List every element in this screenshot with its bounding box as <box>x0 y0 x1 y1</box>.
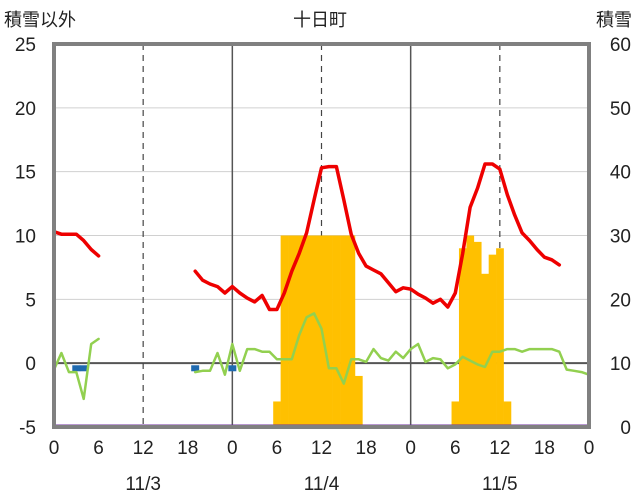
snow-depth-bar <box>273 401 281 427</box>
snow-depth-bar <box>347 235 356 427</box>
snow-depth-bar <box>280 235 289 427</box>
x-tick-label: 6 <box>93 438 104 459</box>
left-tick-label: 15 <box>15 163 36 184</box>
snow-depth-bar <box>473 241 482 427</box>
x-tick-label: 18 <box>177 438 198 459</box>
right-tick-label: 60 <box>610 35 631 56</box>
snow-depth-bar <box>354 375 363 427</box>
precipitation-mark <box>191 365 200 372</box>
left-tick-label: -5 <box>19 418 36 439</box>
x-tick-label: 12 <box>311 438 332 459</box>
right-tick-label: 0 <box>620 418 631 439</box>
right-axis-title: 積雪 <box>596 10 632 30</box>
temperature-line <box>193 162 562 312</box>
snow-depth-bars <box>273 235 512 427</box>
right-tick-label: 30 <box>610 227 631 248</box>
date-label: 11/3 <box>125 474 161 495</box>
snow-depth-bar <box>488 254 497 427</box>
snow-depth-bar <box>340 235 348 427</box>
date-label: 11/4 <box>304 474 340 495</box>
left-axis-title: 積雪以外 <box>4 10 76 30</box>
wind-line <box>52 337 100 401</box>
left-tick-label: 0 <box>25 354 36 375</box>
x-tick-label: 12 <box>489 438 510 459</box>
snow-depth-bar <box>332 235 341 427</box>
precipitation-mark <box>72 365 81 372</box>
left-tick-label: 5 <box>25 290 36 311</box>
snow-depth-bar <box>288 235 296 427</box>
x-tick-label: 0 <box>584 438 595 459</box>
x-tick-label: 0 <box>49 438 60 459</box>
snow-depth-bar <box>302 235 311 427</box>
temperature-line <box>52 229 101 258</box>
snow-depth-bar <box>325 235 333 427</box>
x-tick-label: 6 <box>450 438 461 459</box>
snow-depth-bar <box>466 235 475 427</box>
wind-line <box>193 312 591 385</box>
plot-frame <box>52 42 591 429</box>
chart-title: 十日町 <box>293 10 347 30</box>
x-tick-label: 12 <box>133 438 154 459</box>
right-tick-label: 10 <box>610 354 631 375</box>
right-tick-label: 50 <box>610 99 631 120</box>
precipitation-mark <box>79 365 88 372</box>
x-tick-label: 6 <box>272 438 283 459</box>
date-label: 11/5 <box>482 474 518 495</box>
snow-depth-bar <box>458 248 467 427</box>
x-tick-label: 18 <box>356 438 377 459</box>
snow-depth-bar <box>451 401 460 427</box>
precipitation-marks <box>72 365 237 372</box>
right-tick-label: 40 <box>610 163 631 184</box>
precipitation-mark <box>228 365 237 372</box>
left-tick-label: 10 <box>15 227 36 248</box>
snow-depth-bar <box>295 235 304 427</box>
x-tick-label: 18 <box>534 438 555 459</box>
snow-depth-bar <box>503 401 512 427</box>
snow-depth-bar <box>481 273 489 427</box>
plot-border <box>52 42 591 429</box>
left-tick-label: 25 <box>15 35 36 56</box>
x-tick-label: 0 <box>227 438 238 459</box>
snow-depth-bar <box>496 248 504 427</box>
right-tick-label: 20 <box>610 290 631 311</box>
x-tick-label: 0 <box>405 438 416 459</box>
left-tick-label: 20 <box>15 99 36 120</box>
snow-depth-bar <box>310 235 319 427</box>
